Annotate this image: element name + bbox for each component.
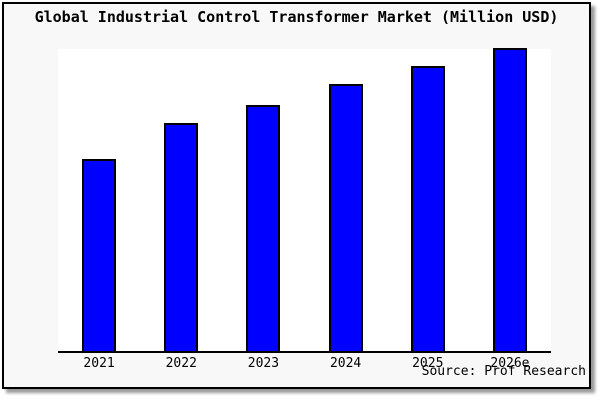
x-tick-label-2023: 2023 (247, 356, 280, 371)
x-axis-labels: 2021 2022 2023 2024 2025 2026e (58, 355, 551, 373)
bar-2024 (328, 84, 363, 351)
x-tick-label-2021: 2021 (83, 356, 115, 371)
x-tick-label-2022: 2022 (165, 356, 197, 371)
x-tick-label-2024: 2024 (329, 356, 362, 371)
chart-frame: Global Industrial Control Transformer Ma… (2, 2, 591, 389)
x-tick-label-2025: 2025 (412, 356, 444, 371)
bar-2026e (492, 48, 527, 351)
bar-2021 (82, 159, 117, 351)
plot-area (58, 48, 551, 353)
x-tick-label-2026e: 2026e (490, 356, 530, 371)
bar-2023 (246, 105, 281, 351)
source-credit: Source: Prof Research (421, 364, 586, 379)
bar-2025 (410, 66, 445, 351)
chart-title: Global Industrial Control Transformer Ma… (34, 8, 559, 26)
bar-2022 (164, 123, 199, 351)
